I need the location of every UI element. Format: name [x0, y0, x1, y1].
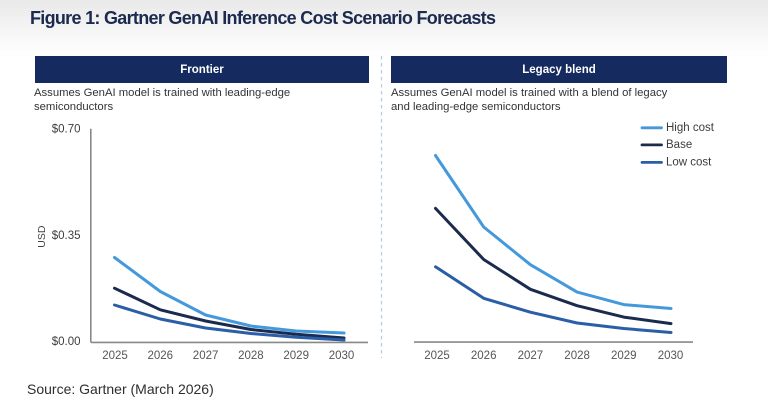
svg-text:USD: USD — [36, 225, 48, 248]
svg-text:High cost: High cost — [666, 122, 715, 134]
svg-text:2029: 2029 — [283, 350, 309, 362]
svg-text:2030: 2030 — [658, 350, 684, 362]
svg-text:2026: 2026 — [471, 350, 497, 362]
svg-text:Base: Base — [666, 139, 692, 151]
svg-text:2027: 2027 — [193, 350, 219, 362]
svg-text:Low cost: Low cost — [666, 156, 712, 168]
svg-text:$0.00: $0.00 — [52, 336, 81, 348]
svg-text:2030: 2030 — [329, 350, 355, 362]
svg-text:2025: 2025 — [424, 350, 450, 362]
svg-text:2028: 2028 — [238, 350, 264, 362]
svg-text:$0.70: $0.70 — [52, 124, 81, 136]
svg-text:$0.35: $0.35 — [52, 230, 81, 242]
svg-text:2028: 2028 — [564, 350, 590, 362]
svg-text:2025: 2025 — [102, 350, 128, 362]
svg-text:2026: 2026 — [148, 350, 174, 362]
svg-text:2027: 2027 — [518, 350, 544, 362]
svg-text:2029: 2029 — [611, 350, 637, 362]
